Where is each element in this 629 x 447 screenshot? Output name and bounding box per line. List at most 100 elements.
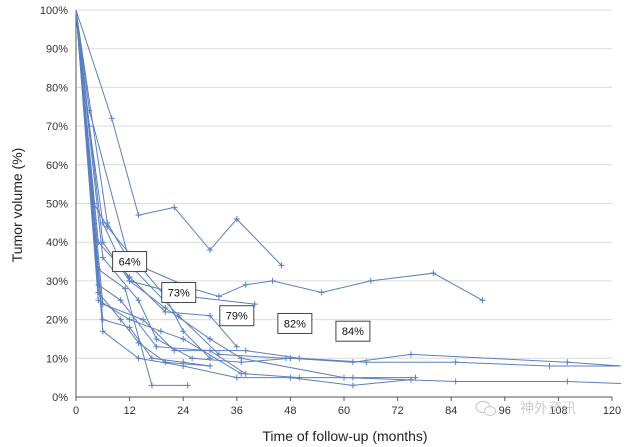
x-tick-label: 84: [445, 405, 457, 417]
y-tick-labels: 0% 10% 20% 30% 40% 50% 60% 70% 80% 90% 100%: [40, 5, 68, 404]
data-point-marker: [95, 266, 102, 273]
x-tick-label: 96: [499, 405, 511, 417]
y-tick-label: 60%: [46, 160, 68, 172]
x-tick-label: 12: [123, 405, 135, 417]
data-point-marker: [430, 270, 437, 277]
wechat-bubble-icon: [475, 400, 497, 417]
data-point-marker: [408, 351, 414, 358]
annotation-box: 79%: [219, 305, 255, 327]
data-point-marker: [99, 239, 106, 246]
series-line: [75, 9, 286, 359]
annotations: 64% 73% 79% 82% 84%: [112, 251, 371, 342]
data-point-marker: [349, 382, 356, 389]
x-tick-label: 60: [338, 405, 350, 417]
annotation-label: 73%: [168, 288, 190, 300]
y-tick-label: 0%: [52, 392, 68, 404]
data-point-marker: [153, 335, 160, 342]
data-point-marker: [233, 374, 240, 381]
x-tick-label: 108: [549, 405, 567, 417]
y-tick-label: 10%: [46, 353, 68, 365]
y-axis-title: Tumor volume (%): [9, 148, 25, 263]
y-tick-label: 20%: [46, 315, 68, 327]
annotation-label: 79%: [226, 311, 248, 323]
data-point-marker: [104, 219, 111, 226]
data-point-marker: [162, 304, 169, 311]
series-3: [75, 9, 258, 308]
data-point-marker: [189, 355, 196, 362]
x-tick-label: 36: [231, 405, 243, 417]
data-point-marker: [238, 370, 245, 377]
data-point-marker: [282, 355, 289, 362]
data-point-marker: [99, 316, 106, 323]
data-point-marker: [148, 382, 155, 389]
axes: [75, 10, 613, 401]
data-point-marker: [171, 347, 178, 354]
data-point-marker: [135, 212, 142, 219]
data-point-marker: [171, 204, 178, 211]
data-point-marker: [157, 328, 164, 335]
series-line: [75, 9, 211, 367]
series-line: [75, 9, 242, 375]
data-point-marker: [135, 297, 142, 304]
data-point-marker: [122, 285, 129, 292]
data-point-marker: [452, 378, 459, 385]
data-point-marker: [278, 262, 285, 269]
data-point-marker: [269, 277, 276, 284]
annotation-box: 82%: [277, 312, 313, 334]
data-point-marker: [207, 312, 213, 319]
data-point-marker: [251, 301, 258, 308]
data-point-marker: [99, 254, 106, 261]
series-14: [75, 9, 191, 389]
data-point-marker: [296, 355, 303, 362]
y-tick-label: 80%: [46, 82, 68, 94]
y-tick-label: 90%: [46, 44, 68, 56]
y-tick-label: 50%: [46, 199, 68, 211]
data-point-marker: [564, 359, 571, 366]
data-point-marker: [546, 363, 553, 370]
gridlines: [76, 9, 612, 359]
series-1: [75, 9, 285, 269]
data-point-marker: [233, 215, 240, 222]
annotation-label: 82%: [284, 318, 306, 330]
data-point-marker: [126, 316, 133, 323]
data-point-marker: [175, 312, 182, 319]
x-tick-label: 48: [284, 405, 296, 417]
y-tick-label: 70%: [46, 121, 68, 133]
data-point-marker: [207, 355, 213, 362]
data-point-marker: [452, 359, 459, 366]
data-point-marker: [135, 355, 142, 362]
data-point-marker: [207, 246, 213, 253]
data-point-marker: [207, 335, 213, 342]
data-point-marker: [207, 363, 213, 370]
data-point-marker: [341, 374, 347, 381]
data-point-marker: [242, 347, 249, 354]
data-point-marker: [180, 335, 187, 342]
annotation-frame: [161, 282, 197, 304]
data-point-marker: [479, 297, 486, 304]
data-point-marker: [117, 316, 124, 323]
data-point-marker: [215, 351, 222, 358]
series-line: [75, 9, 621, 367]
series-8: [75, 9, 621, 370]
data-point-marker: [108, 115, 115, 122]
data-point-marker: [153, 343, 160, 350]
annotation-label: 64%: [119, 257, 141, 269]
x-axis-title: Time of follow-up (months): [262, 428, 427, 444]
data-point-marker: [162, 359, 169, 366]
data-point-marker: [318, 289, 325, 296]
data-point-marker: [215, 293, 222, 300]
data-point-marker: [367, 277, 374, 284]
data-point-marker: [287, 374, 294, 381]
annotation-box: 73%: [161, 282, 197, 304]
series-line: [75, 9, 412, 386]
annotation-frame: [219, 305, 255, 327]
y-tick-label: 30%: [46, 276, 68, 288]
y-tick-label: 40%: [46, 237, 68, 249]
annotation-box: 64%: [112, 251, 148, 273]
data-point-marker: [95, 289, 102, 296]
data-point-marker: [126, 277, 133, 284]
x-tick-label: 0: [73, 405, 79, 417]
annotation-box: 84%: [335, 320, 371, 342]
data-point-marker: [140, 316, 146, 323]
x-tick-label: 72: [391, 405, 403, 417]
